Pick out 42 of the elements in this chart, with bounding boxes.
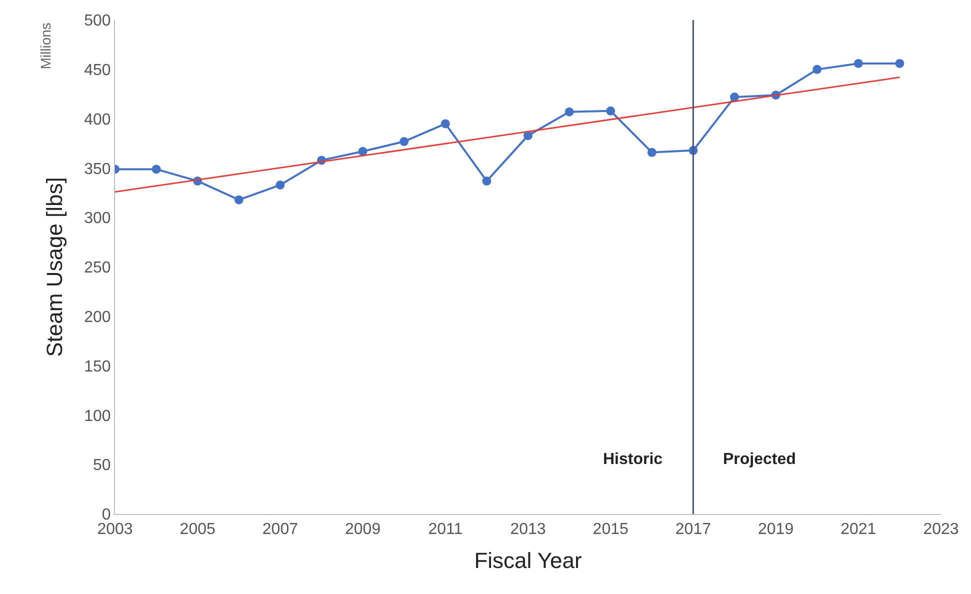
y-tick-label: 50 — [93, 457, 111, 474]
point — [647, 148, 656, 157]
point — [524, 131, 532, 140]
y-tick-label: 500 — [84, 12, 111, 30]
x-tick-label: 2015 — [592, 521, 628, 538]
point — [358, 146, 368, 156]
point — [234, 195, 244, 204]
x-tick-label: 2019 — [758, 521, 794, 538]
y-tick-label: 200 — [84, 309, 111, 326]
point — [730, 92, 739, 102]
point — [440, 119, 450, 128]
y-tick-label: 100 — [84, 408, 111, 425]
annotation: Projected — [723, 451, 796, 468]
x-tick-label: 2013 — [510, 521, 546, 538]
point — [276, 180, 285, 190]
x-tick-label: 2007 — [262, 521, 298, 538]
point — [400, 137, 409, 146]
x-tick-label: 2017 — [675, 521, 712, 538]
point — [812, 64, 822, 74]
text: Millions — [37, 22, 54, 70]
y-tick-label: 350 — [84, 160, 111, 178]
y-tick-label: 300 — [84, 210, 111, 228]
point — [854, 58, 863, 68]
y-axis-title: Steam Usage [lbs] — [42, 177, 67, 357]
point — [606, 106, 616, 116]
x-tick-label: 2009 — [345, 521, 381, 538]
x-tick-label: 2005 — [180, 521, 216, 538]
annotation: Historic — [603, 451, 663, 468]
y-tick-label: 0 — [102, 506, 111, 524]
y-tick-label: 450 — [84, 62, 111, 79]
point — [152, 164, 161, 174]
x-tick-label: 2021 — [840, 521, 876, 538]
y-tick-label: 400 — [84, 111, 111, 128]
point — [895, 58, 904, 68]
y-tick-label: 250 — [84, 260, 111, 277]
x-tick-label: 2023 — [923, 521, 959, 538]
point — [482, 176, 492, 186]
point — [564, 107, 574, 116]
x-axis-title: Fiscal Year — [474, 548, 582, 574]
x-tick-label: 2003 — [97, 521, 133, 538]
x-tick-label: 2011 — [428, 521, 463, 538]
y-tick-label: 150 — [84, 358, 111, 376]
